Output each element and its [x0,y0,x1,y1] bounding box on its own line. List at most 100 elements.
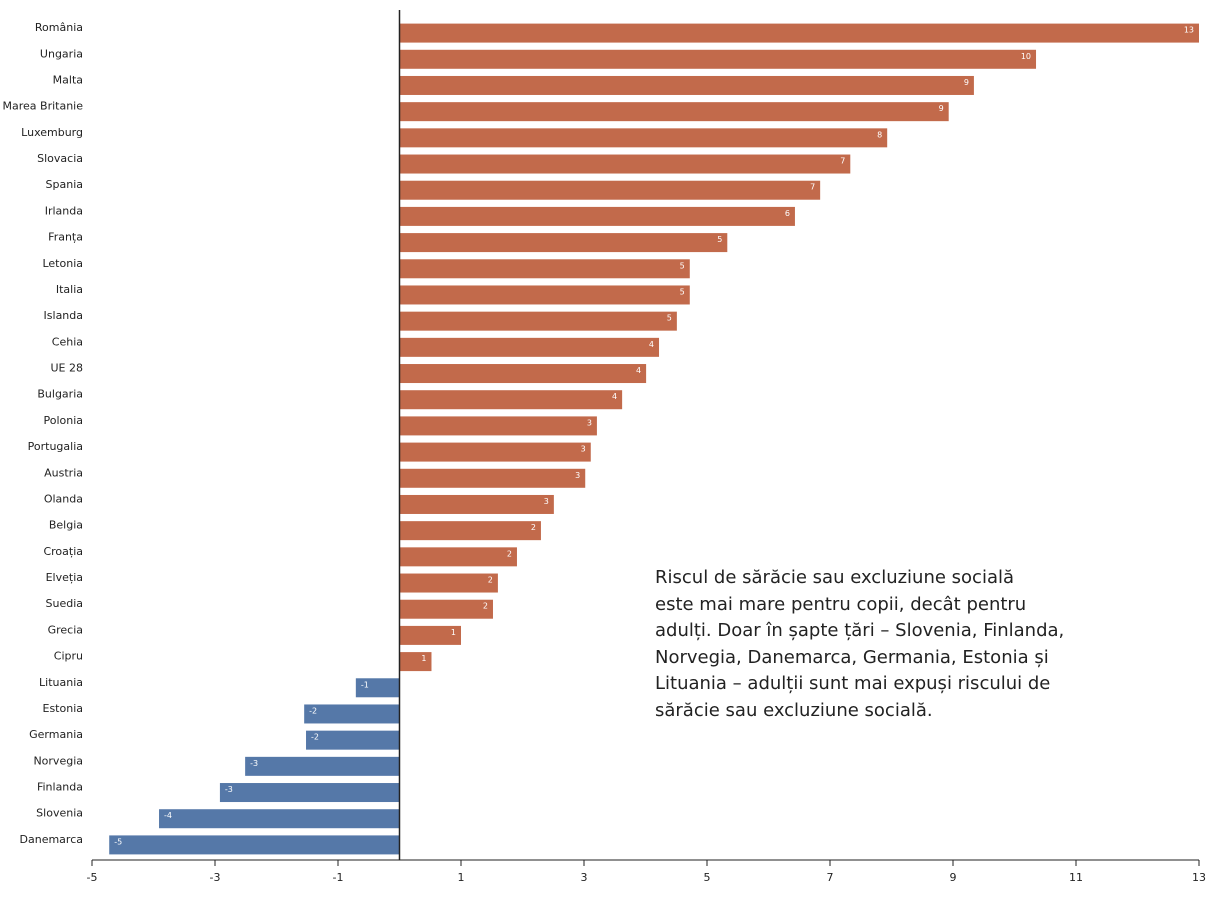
annotation-line: Lituania – adulții sunt mai expuși riscu… [655,673,1051,694]
category-label: Austria [44,466,83,479]
category-label: Bulgaria [37,388,83,401]
x-tick-label: 13 [1192,871,1206,884]
category-label: Spania [46,178,83,191]
category-label: Franța [48,231,83,244]
value-label: 13 [1184,26,1194,35]
value-label: 9 [964,78,969,87]
annotation-line: sărăcie sau excluziune socială. [655,699,933,721]
bar [355,678,400,698]
category-label: Suedia [45,597,83,610]
category-label: Islanda [44,309,83,322]
category-label: Grecia [48,623,83,636]
value-label: 5 [667,314,672,323]
bar [399,75,974,95]
value-label: -1 [361,680,369,689]
x-tick-label: 5 [704,871,711,884]
bar [399,442,591,462]
bar [399,521,541,541]
bar [399,180,821,200]
category-label: Belgia [49,519,83,532]
bar [399,128,888,148]
bar [399,233,728,253]
value-label: 2 [483,602,488,611]
value-label: 3 [581,445,586,454]
category-label: Luxemburg [21,126,83,139]
value-label: 5 [717,235,722,244]
bar [245,756,400,776]
bar [399,573,498,593]
bar [399,390,623,410]
category-label: Letonia [42,257,83,270]
category-label: Irlanda [45,204,83,217]
bar [399,625,461,645]
value-label: 8 [877,130,882,139]
bar [399,102,949,122]
bar [399,599,493,619]
value-label: 2 [488,576,493,585]
value-label: 5 [680,261,685,270]
bar [109,835,400,855]
x-tick-label: 3 [581,871,588,884]
category-label: Malta [53,73,83,86]
bar [399,337,660,357]
bar [399,259,690,279]
bar [399,49,1037,69]
annotation-line: este mai mare pentru copii, decât pentru [655,593,1027,615]
category-label: Danemarca [20,833,83,846]
x-tick-label: -3 [210,871,221,884]
value-label: -4 [164,811,172,820]
category-label: Finlanda [37,781,83,794]
category-label: Marea Britanie [3,100,84,113]
value-label: 1 [451,628,456,637]
category-label: Croația [43,545,83,558]
value-label: 3 [587,418,592,427]
value-label: 1 [421,654,426,663]
bar [399,416,597,436]
value-label: 6 [785,209,790,218]
value-label: -2 [311,733,319,742]
bar [399,285,690,305]
category-label: România [35,21,83,34]
category-label: Portugalia [28,440,83,453]
bar [159,809,400,829]
x-tick-label: 11 [1069,871,1083,884]
bar [399,652,432,672]
value-label: -3 [250,759,258,768]
value-label: 3 [544,497,549,506]
value-label: 10 [1021,52,1031,61]
value-label: 7 [810,183,815,192]
category-label: Cipru [54,650,83,663]
category-label: Olanda [44,492,83,505]
annotation: Riscul de sărăcie sau excluziune socială… [655,565,1064,724]
annotation-line: adulți. Doar în șapte țări – Slovenia, F… [655,620,1065,641]
value-label: 2 [531,523,536,532]
bar [399,364,647,384]
category-label: Cehia [52,335,83,348]
bar [399,23,1199,43]
category-label: Lituania [39,676,83,689]
bar [399,468,586,488]
value-label: 5 [680,287,685,296]
bar [399,206,795,226]
bar [399,154,851,174]
x-tick-label: -1 [333,871,344,884]
category-label: Norvegia [33,754,83,767]
annotation-line: Riscul de sărăcie sau excluziune socială [655,567,1015,588]
x-tick-label: 7 [827,871,834,884]
value-label: -2 [309,706,317,715]
x-tick-label: 9 [950,871,957,884]
bar [399,494,554,514]
category-label: Germania [29,728,83,741]
category-label: Italia [56,283,83,296]
value-label: 2 [507,549,512,558]
value-label: 4 [649,340,654,349]
category-label: Estonia [43,702,84,715]
value-label: 4 [636,366,641,375]
category-label: UE 28 [51,362,84,375]
bar [399,311,677,331]
category-label: Elveția [46,571,83,584]
x-tick-label: -5 [87,871,98,884]
value-label: 7 [840,157,845,166]
bar [304,704,400,724]
